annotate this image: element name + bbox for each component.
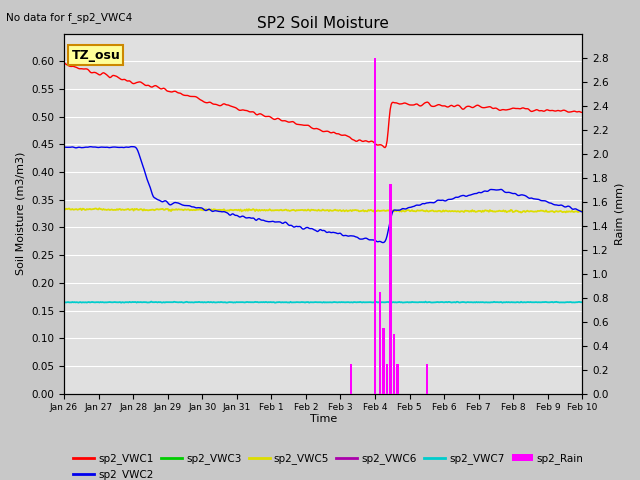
Bar: [349, 364, 352, 394]
Y-axis label: Raim (mm): Raim (mm): [614, 182, 624, 245]
Bar: [383, 327, 385, 394]
Bar: [426, 364, 428, 394]
Y-axis label: Soil Moisture (m3/m3): Soil Moisture (m3/m3): [15, 152, 26, 276]
Legend: sp2_VWC1, sp2_VWC2, sp2_VWC3, sp2_VWC5, sp2_VWC6, sp2_VWC7, sp2_Rain: sp2_VWC1, sp2_VWC2, sp2_VWC3, sp2_VWC5, …: [69, 449, 588, 480]
Text: TZ_osu: TZ_osu: [72, 48, 120, 61]
Bar: [379, 291, 381, 394]
Text: No data for f_sp2_VWC4: No data for f_sp2_VWC4: [6, 12, 132, 23]
Title: SP2 Soil Moisture: SP2 Soil Moisture: [257, 16, 389, 31]
Bar: [386, 364, 388, 394]
Bar: [389, 183, 392, 394]
Bar: [374, 58, 376, 394]
X-axis label: Time: Time: [310, 414, 337, 424]
Bar: [396, 364, 399, 394]
Bar: [393, 334, 396, 394]
